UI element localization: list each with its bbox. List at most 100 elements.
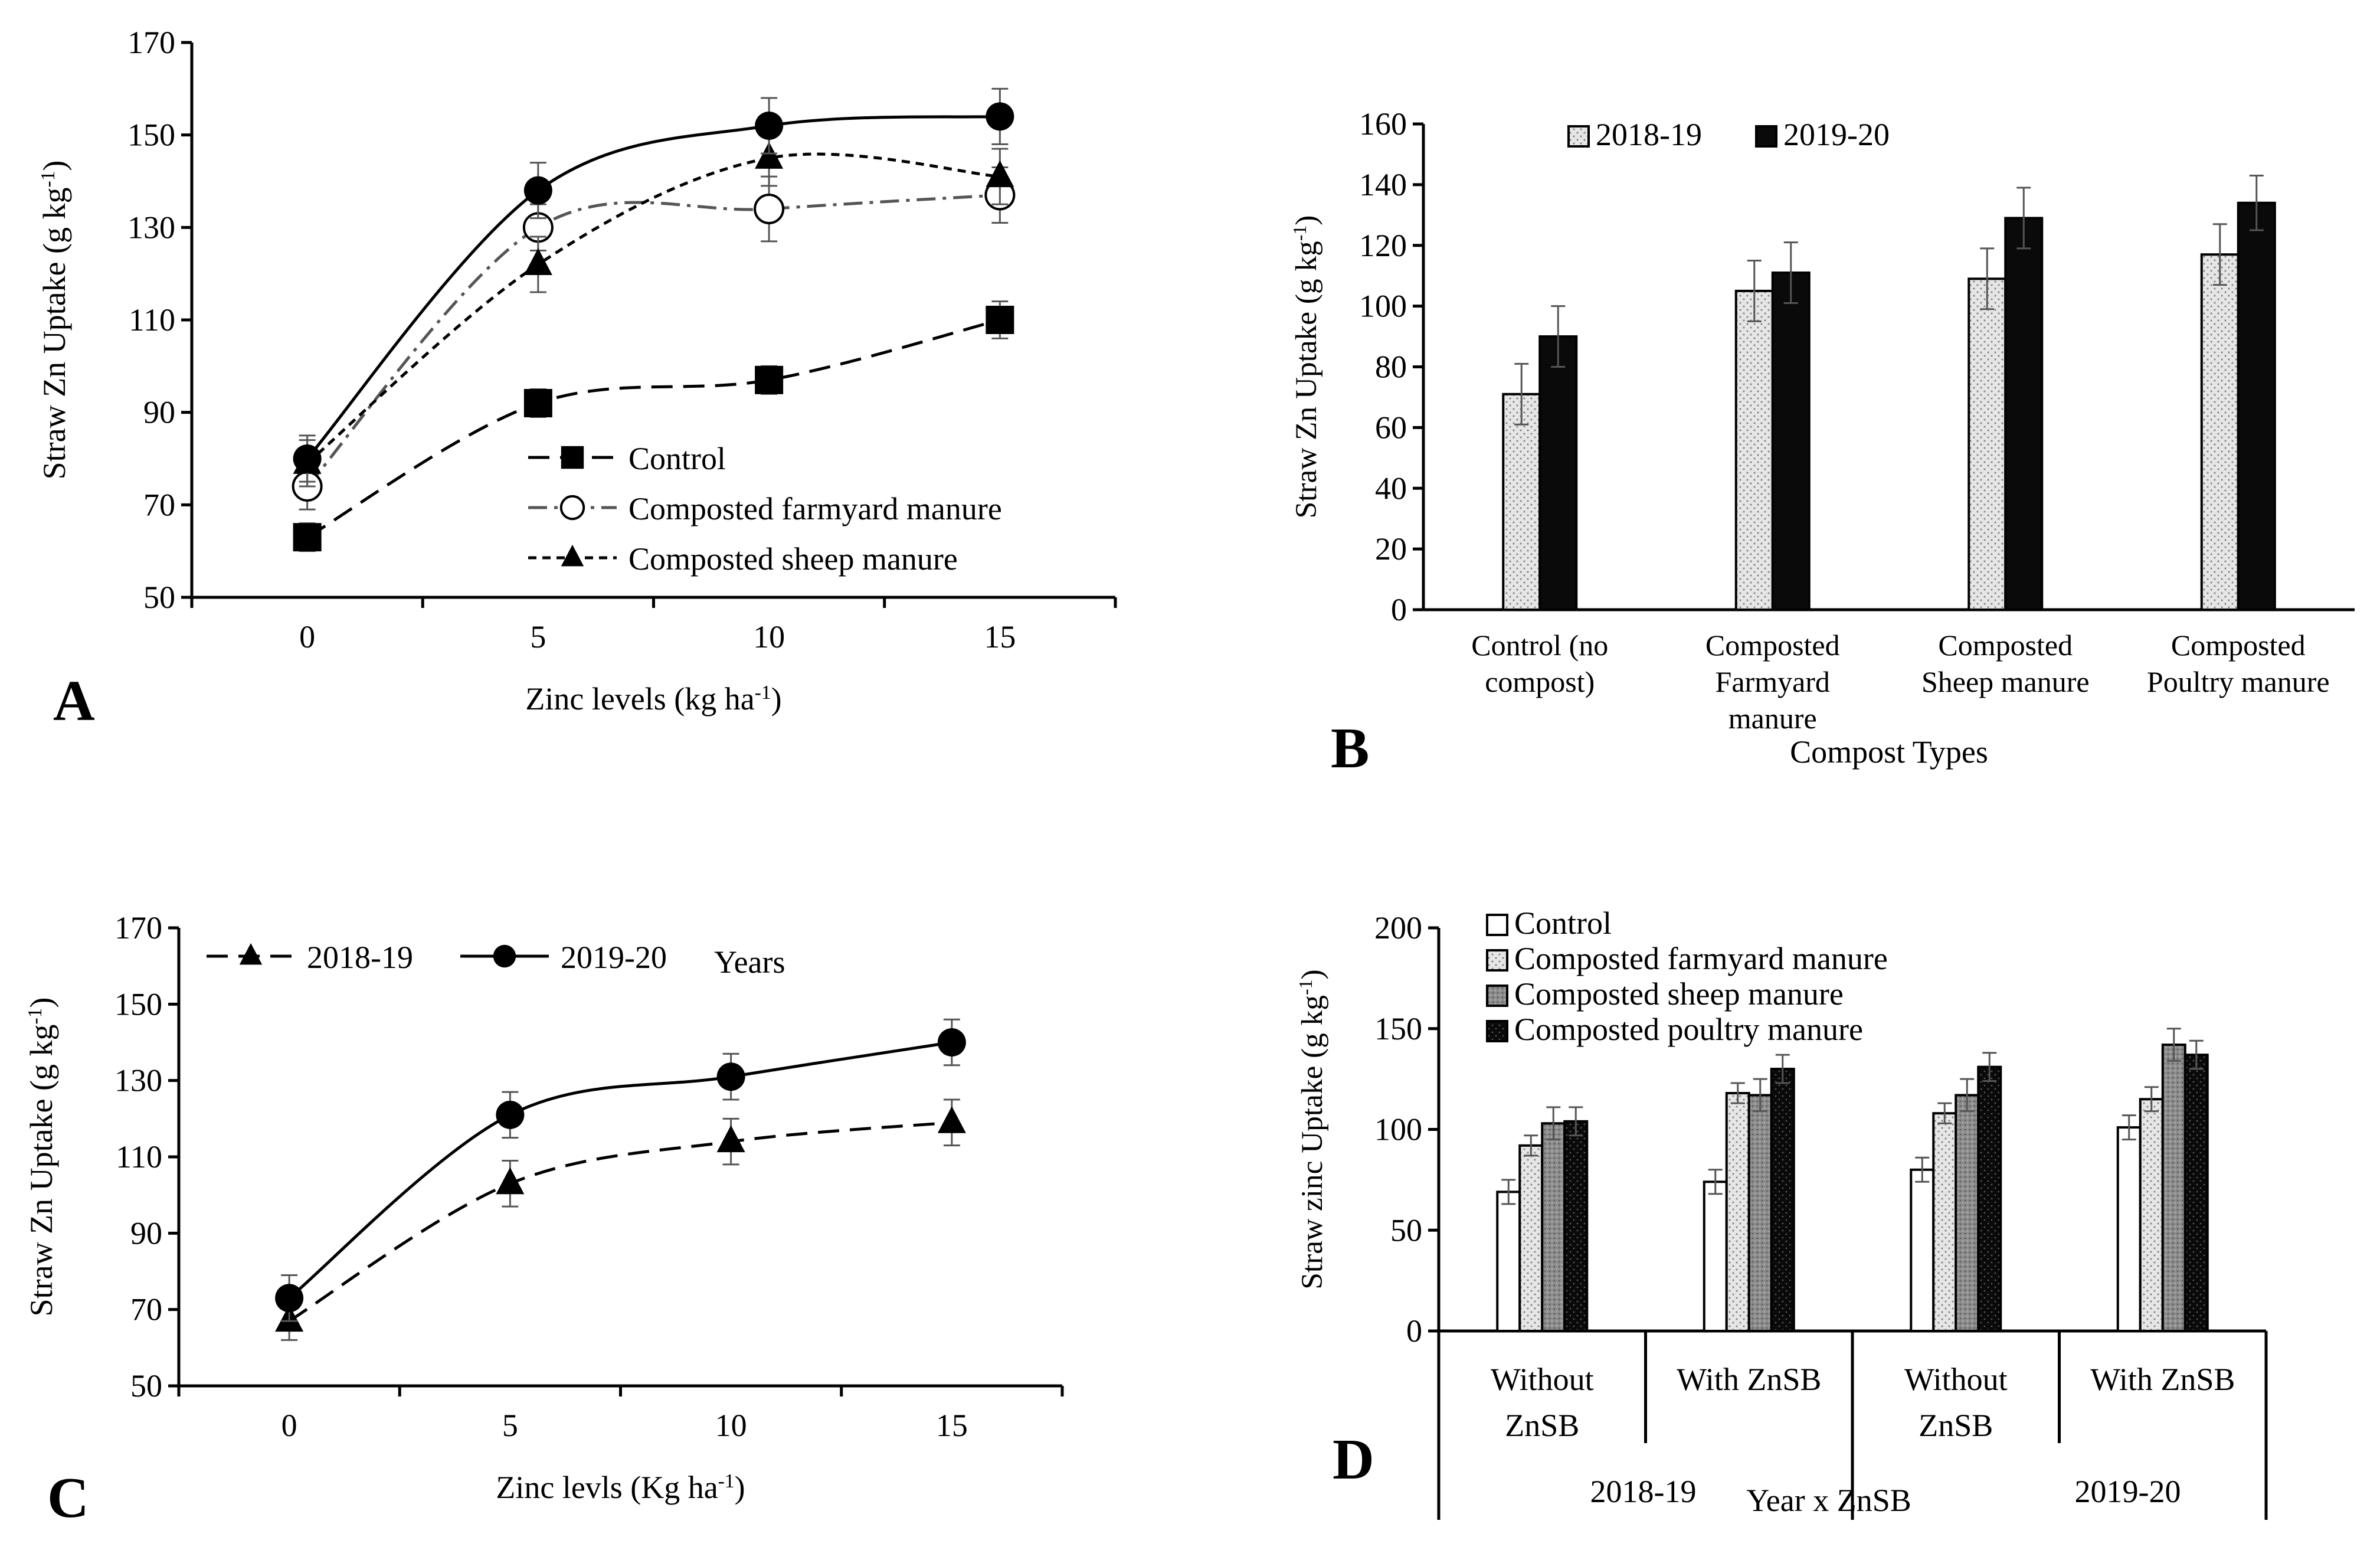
panel-letter-a: A (53, 669, 95, 733)
data-point-2018-19 (937, 1106, 966, 1133)
data-point-control (293, 523, 322, 552)
error-bar (1753, 1078, 1767, 1113)
series-line-2018-19 (288, 1121, 952, 1323)
bar-composted-poultry-manure (1563, 1120, 1589, 1332)
legend-marker (561, 544, 584, 567)
bar-composted-farmyard-manure (1518, 1144, 1544, 1332)
category-label: ZnSB (1505, 1408, 1579, 1443)
legend-title: Years (714, 944, 785, 980)
x-tick-label: 15 (984, 619, 1016, 655)
error-bar (1775, 1054, 1790, 1084)
x-tick-label: 10 (715, 1408, 747, 1443)
panel-letter-c: C (47, 1466, 89, 1530)
legend-swatch (1755, 125, 1777, 148)
x-tick-label: 5 (502, 1408, 518, 1443)
bar-2019-20 (1771, 272, 1811, 611)
y-tick-label: 50 (1390, 1212, 1422, 1248)
data-point-control (986, 306, 1014, 334)
x-axis-title: Zinc levels (kg ha-1) (525, 681, 781, 717)
category-label: manure (1728, 702, 1817, 735)
bar-composted-poultry-manure (2183, 1054, 2209, 1333)
y-tick-label: 160 (1359, 106, 1407, 142)
bar-composted-sheep-manure (1541, 1122, 1566, 1332)
category-label: Poultry manure (2147, 665, 2330, 698)
data-point-series-4 (755, 112, 784, 140)
bar-composted-poultry-manure (1977, 1065, 2002, 1332)
error-bar (1514, 362, 1529, 426)
panel-letter-d: D (1333, 1428, 1374, 1492)
category-label: Without (1904, 1362, 2008, 1397)
error-bar (1708, 1169, 1723, 1195)
data-point-2019-20 (275, 1284, 304, 1313)
y-axis-title: Straw Zn Uptake (g kg-1) (1289, 215, 1324, 519)
error-bar (2144, 1086, 2159, 1113)
error-bar (1960, 1078, 1975, 1113)
error-bar (1569, 1106, 1583, 1137)
data-point-2018-19 (716, 1125, 745, 1153)
series-line-composted-sheep-manure (306, 152, 1000, 465)
x-tick-label: 5 (530, 619, 546, 655)
data-point-control (755, 365, 784, 394)
legend-swatch (1486, 1020, 1508, 1042)
y-tick-label: 60 (1375, 410, 1407, 445)
bar-composted-farmyard-manure (1725, 1092, 1750, 1333)
y-tick-label: 130 (127, 210, 175, 245)
y-tick-label: 100 (1359, 289, 1407, 324)
group-label: 2018-19 (1590, 1474, 1697, 1509)
legend-swatch (1486, 985, 1508, 1007)
chart-panel-c: 50 70 90 110 130 150 170 0 5 10 15 Zinc levls (Kg h… (24, 910, 1064, 1505)
y-tick-label: 150 (1374, 1011, 1422, 1046)
data-point-2019-20 (716, 1062, 745, 1091)
x-axis-title: Year x ZnSB (1746, 1483, 1911, 1518)
panel-letter-b: B (1331, 717, 1369, 780)
category-label: Without (1491, 1362, 1594, 1397)
group-label: 2019-20 (2075, 1474, 2181, 1509)
error-bar (1980, 247, 1995, 310)
y-tick-label: 170 (114, 910, 162, 946)
y-tick-label: 70 (143, 487, 175, 522)
legend-marker (493, 944, 516, 968)
error-bar (1730, 1082, 1745, 1104)
y-tick-label: 100 (1374, 1112, 1422, 1147)
chart-panel-d: 0 50 100 150 200 Straw zinc Uptake (g kg-1) Wi… (1295, 905, 2268, 1520)
bar-composted-poultry-manure (1770, 1068, 1795, 1333)
category-label: With ZnSB (2090, 1362, 2235, 1397)
error-bar (1524, 1134, 1538, 1157)
chart-panel-a: 50 70 90 110 130 150 170 0 5 10 15 Zinc levels (kg … (37, 25, 1117, 717)
legend-label: Composted poultry manure (1514, 1012, 1863, 1047)
x-tick-label: 10 (753, 619, 785, 655)
x-axis-title: Zinc levls (Kg ha-1) (496, 1470, 745, 1505)
bar-2018-19 (1967, 277, 2007, 611)
y-tick-label: 50 (130, 1368, 162, 1404)
bar-2019-20 (1538, 335, 1578, 611)
legend-label: Composted sheep manure (1514, 976, 1844, 1012)
y-tick-label: 170 (127, 25, 175, 60)
category-label: Farmyard (1716, 665, 1830, 698)
bar-2019-20 (2237, 201, 2276, 611)
error-bar (1551, 305, 1566, 368)
y-tick-label: 50 (143, 580, 175, 615)
y-axis-title: Straw zinc Uptake (g kg-1) (1295, 969, 1330, 1289)
data-point-series-4 (523, 176, 552, 205)
y-tick-label: 80 (1375, 349, 1407, 385)
legend-label: 2019-20 (1783, 117, 1890, 152)
y-tick-label: 200 (1374, 910, 1422, 946)
y-tick-label: 120 (1359, 228, 1407, 263)
error-bar (2122, 1114, 2136, 1141)
x-tick-label: 0 (281, 1408, 297, 1443)
series-line-series-4 (306, 115, 1000, 460)
category-label: compost) (1485, 665, 1595, 698)
data-point-composted-sheep-manure (755, 142, 784, 169)
series-line-control (306, 318, 1001, 539)
error-bar (1982, 1052, 1997, 1082)
bar-2018-19 (1502, 393, 1541, 611)
x-tick-label: 0 (299, 619, 315, 655)
legend-label: 2018-19 (307, 940, 413, 975)
bar-2019-20 (2004, 217, 2044, 611)
legend-swatch (1486, 914, 1508, 936)
y-tick-label: 140 (1359, 167, 1407, 202)
error-bar (1546, 1106, 1561, 1141)
y-tick-label: 90 (130, 1215, 162, 1251)
legend-swatch (1567, 125, 1590, 148)
